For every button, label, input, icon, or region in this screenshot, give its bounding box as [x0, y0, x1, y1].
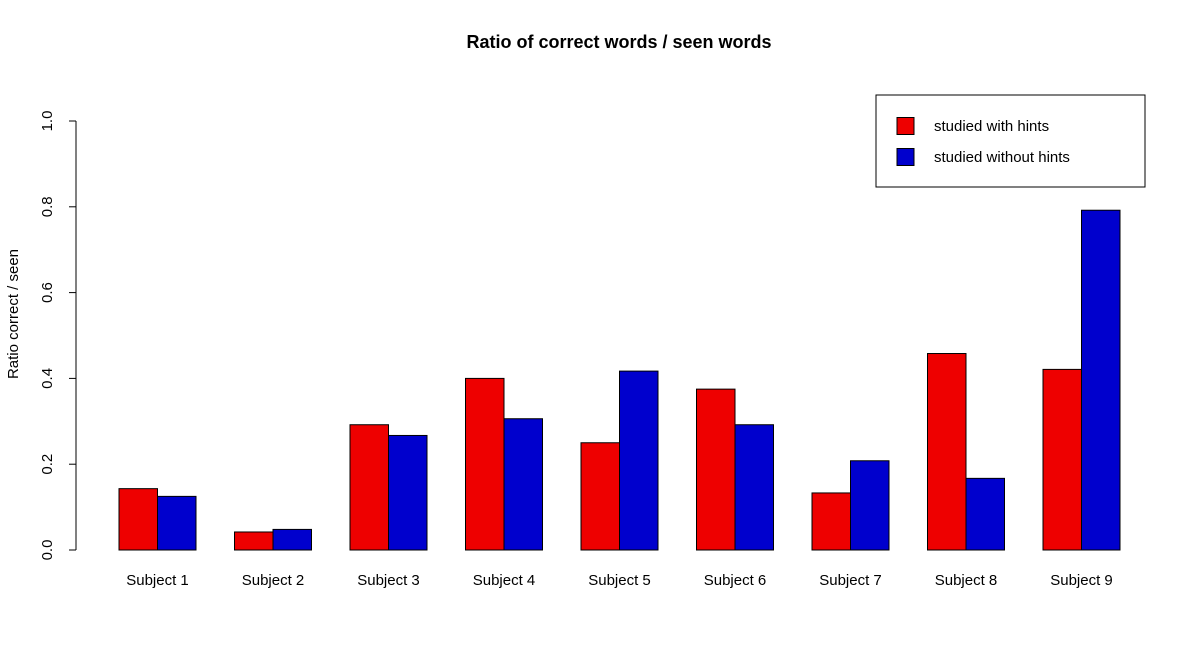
bar	[619, 370, 659, 551]
bar	[965, 477, 1005, 551]
bar	[1042, 368, 1082, 551]
bar	[118, 488, 158, 551]
bars	[118, 209, 1121, 551]
bar	[349, 424, 389, 551]
x-tick-label: Subject 5	[588, 572, 651, 589]
bar	[157, 495, 197, 551]
y-tick-label: 0.4	[39, 368, 56, 389]
bar	[503, 418, 543, 551]
legend-swatch	[896, 117, 915, 135]
x-tick-label: Subject 3	[357, 572, 420, 589]
x-tick-label: Subject 4	[473, 572, 536, 589]
x-tick-label: Subject 9	[1050, 572, 1113, 589]
bar	[811, 492, 851, 551]
y-tick-label: 0.0	[39, 540, 56, 561]
x-tick-label: Subject 6	[704, 572, 767, 589]
y-tick-label: 0.2	[39, 454, 56, 475]
legend-box	[875, 94, 1146, 188]
x-tick-label: Subject 2	[242, 572, 305, 589]
bar	[1081, 209, 1121, 551]
bar	[388, 434, 428, 551]
legend-label: studied with hints	[934, 118, 1049, 135]
bar	[234, 531, 274, 551]
legend-swatch	[896, 148, 915, 166]
bar	[272, 528, 312, 551]
chart-title: Ratio of correct words / seen words	[466, 32, 771, 52]
bar	[465, 377, 505, 551]
legend-label: studied without hints	[934, 149, 1070, 166]
bar	[580, 442, 620, 551]
bar	[850, 460, 890, 551]
x-tick-label: Subject 8	[935, 572, 998, 589]
y-axis: 0.0 0.2 0.4 0.6 0.8 1.0	[39, 111, 77, 561]
bar	[734, 424, 774, 551]
y-axis-label: Ratio correct / seen	[5, 249, 22, 379]
bar	[696, 388, 736, 551]
x-tick-label: Subject 1	[126, 572, 189, 589]
category-labels: Subject 1 Subject 2 Subject 3 Subject 4 Subj…	[126, 572, 1113, 589]
y-tick-label: 0.8	[39, 196, 56, 217]
x-tick-label: Subject 7	[819, 572, 882, 589]
y-tick-label: 1.0	[39, 111, 56, 132]
bar	[927, 353, 967, 551]
legend: studied with hints studied without hints	[875, 94, 1146, 188]
y-tick-label: 0.6	[39, 282, 56, 303]
